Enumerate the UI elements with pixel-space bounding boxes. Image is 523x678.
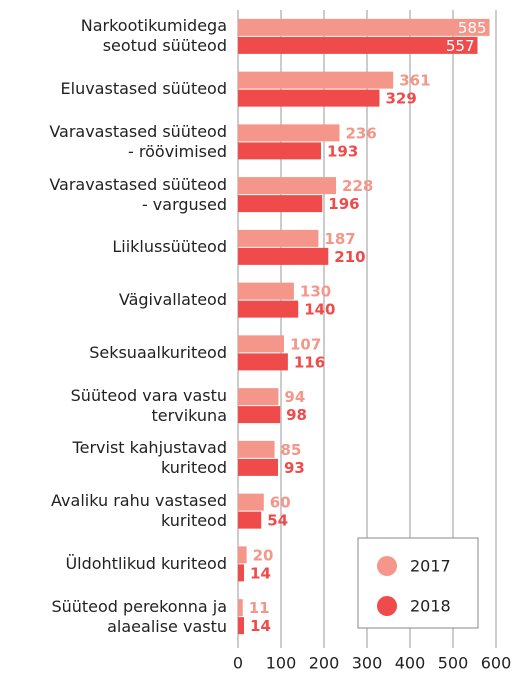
category-label: Varavastased süüteod - vargused <box>49 174 227 214</box>
value-label: 236 <box>345 124 376 142</box>
bar <box>238 300 299 318</box>
x-tick-label: 300 <box>352 654 383 673</box>
bar <box>238 353 288 371</box>
bar <box>238 493 264 511</box>
category-label: Narkootikumidega seotud süüteod <box>80 16 227 56</box>
category-label: Avaliku rahu vastased kuriteod <box>51 491 227 531</box>
bar <box>238 335 285 353</box>
value-label: 193 <box>327 142 358 160</box>
value-label: 361 <box>399 72 430 90</box>
value-label: 94 <box>284 388 305 406</box>
value-label: 196 <box>328 195 359 213</box>
value-label: 14 <box>250 564 271 582</box>
value-label: 54 <box>267 512 288 530</box>
legend-box <box>357 537 479 629</box>
bar <box>238 229 319 247</box>
bar <box>238 406 281 424</box>
bar <box>238 142 321 160</box>
value-label: 210 <box>334 248 365 266</box>
bar <box>238 18 490 36</box>
value-label: 14 <box>250 617 271 635</box>
category-label: Üldohtlikud kuriteod <box>65 553 227 573</box>
bar <box>238 71 394 89</box>
bar <box>238 599 243 617</box>
category-label: Liiklussüüteod <box>112 237 227 257</box>
bar <box>238 617 245 635</box>
value-label: 329 <box>385 90 416 108</box>
legend-swatch <box>377 556 397 576</box>
x-tick-label: 0 <box>233 654 243 673</box>
legend-swatch <box>377 596 397 616</box>
bar <box>238 458 278 476</box>
bar <box>238 511 262 529</box>
category-label: Tervist kahjustavad kuriteod <box>72 438 227 478</box>
x-tick-label: 500 <box>438 654 469 673</box>
category-label: Süüteod perekonna ja alaealise vastu <box>51 596 227 636</box>
bar <box>238 564 245 582</box>
category-label: Vägivallateod <box>118 290 227 310</box>
legend-label: 2017 <box>410 557 451 576</box>
bar <box>238 124 340 142</box>
value-label: 85 <box>281 441 302 459</box>
category-label: Varavastased süüteod - röövimised <box>49 121 227 161</box>
value-label: 107 <box>290 335 321 353</box>
x-tick-label: 600 <box>481 654 512 673</box>
value-label: 557 <box>446 37 475 55</box>
category-label: Süüteod vara vastu tervikuna <box>70 385 227 425</box>
bar <box>238 247 329 265</box>
bar <box>238 89 380 107</box>
value-label: 130 <box>300 283 331 301</box>
value-label: 585 <box>458 19 487 37</box>
x-tick-label: 200 <box>309 654 340 673</box>
value-label: 187 <box>324 230 355 248</box>
bar <box>238 282 294 300</box>
value-label: 11 <box>249 599 270 617</box>
value-label: 228 <box>342 177 373 195</box>
bar <box>238 440 275 458</box>
value-label: 93 <box>284 459 305 477</box>
bar <box>238 177 337 195</box>
value-label: 60 <box>270 494 291 512</box>
category-label: Eluvastased süüteod <box>60 79 227 99</box>
bar <box>238 195 323 213</box>
x-tick-label: 400 <box>395 654 426 673</box>
bar <box>238 36 478 54</box>
value-label: 20 <box>253 546 274 564</box>
bar <box>238 388 279 406</box>
legend-label: 2018 <box>410 597 451 616</box>
bar <box>238 546 247 564</box>
value-label: 140 <box>304 301 335 319</box>
value-label: 116 <box>294 353 325 371</box>
value-label: 98 <box>286 406 307 424</box>
x-tick-label: 100 <box>266 654 297 673</box>
category-label: Seksuaalkuriteod <box>89 342 227 362</box>
